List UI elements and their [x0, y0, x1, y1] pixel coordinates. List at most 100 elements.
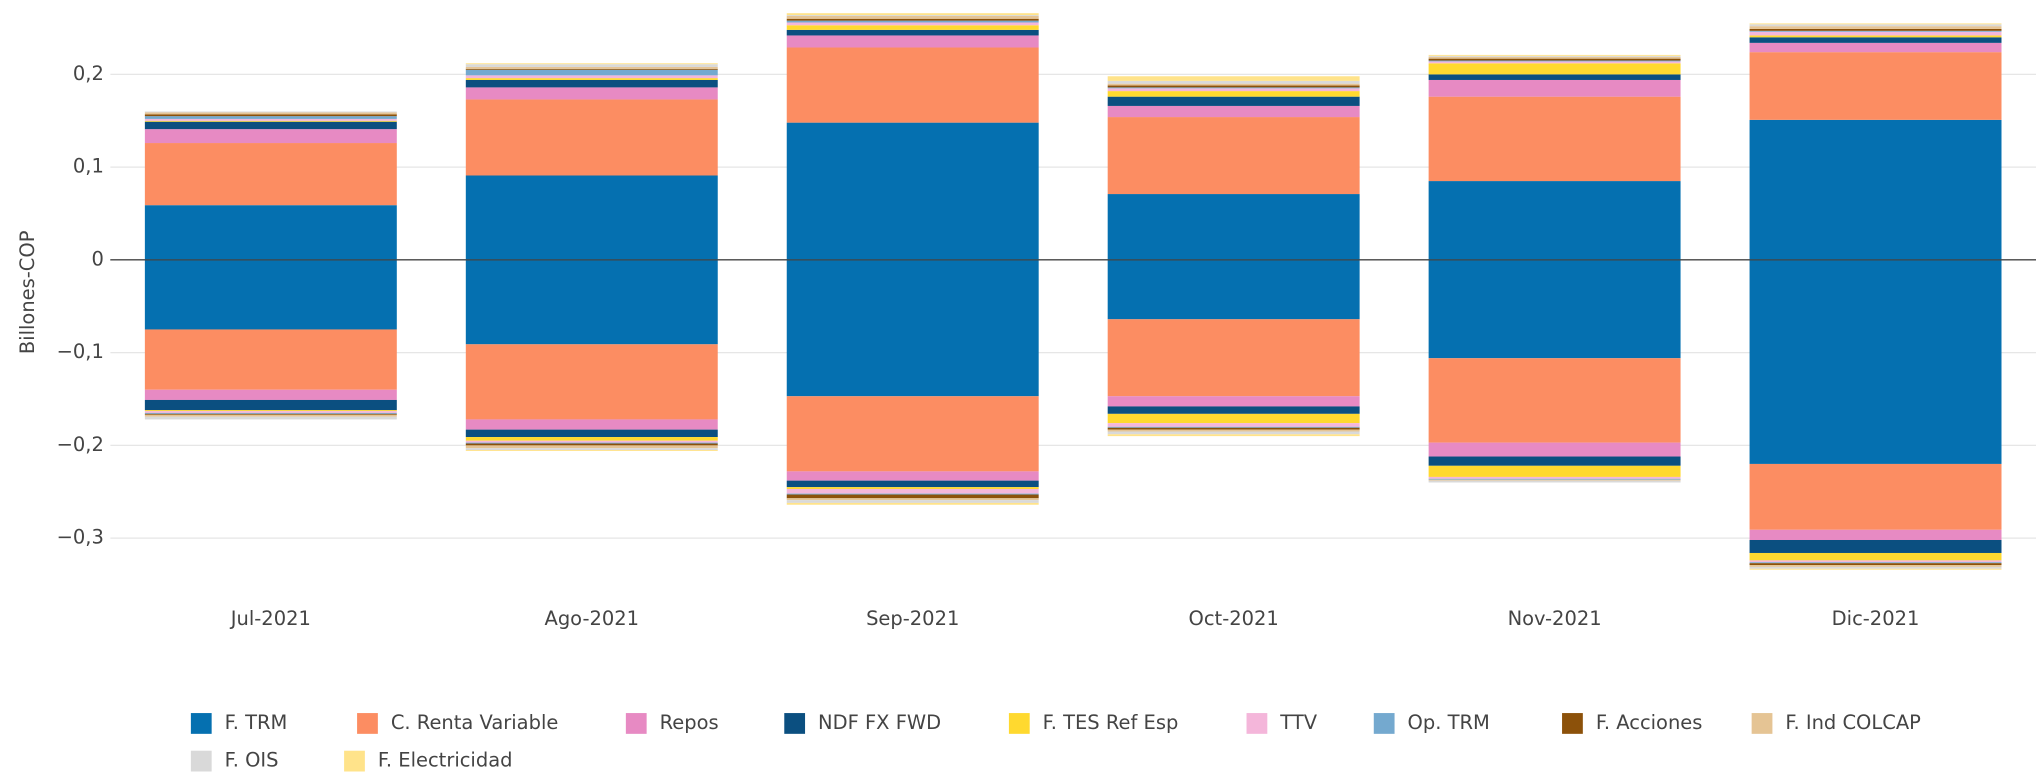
bar-segment: [1107, 83, 1360, 86]
bar-segment: [465, 175, 718, 260]
bar-segment: [1749, 24, 2002, 27]
bar-segment: [144, 112, 397, 115]
bar-segment: [144, 116, 397, 119]
bar-segment: [144, 329, 397, 390]
bar-segment: [1428, 63, 1681, 75]
bar-segment: [144, 205, 397, 260]
bar-segment: [1428, 96, 1681, 182]
bar-segment: [465, 66, 718, 69]
bar-segment: [1749, 560, 2002, 563]
bar-segment: [1107, 259, 1360, 320]
bar-segment: [144, 416, 397, 420]
bar-segment: [465, 448, 718, 451]
bar-segment: [1428, 456, 1681, 466]
bar-segment: [1107, 88, 1360, 92]
bar-segment: [465, 99, 718, 176]
bar-segment: [144, 410, 397, 412]
bar-segment: [465, 64, 718, 67]
bar-segment: [1749, 529, 2002, 540]
bar-segment: [1107, 434, 1360, 437]
bar-segment: [1428, 54, 1681, 56]
bar-segment: [1107, 76, 1360, 81]
bar-segment: [1107, 85, 1360, 88]
legend-label: C. Renta Variable: [391, 711, 559, 734]
bar-segment: [144, 259, 397, 330]
bar-segment: [1428, 442, 1681, 457]
bar-segment: [786, 15, 1039, 16]
bar-segment: [144, 143, 397, 206]
bar-segment: [1749, 42, 2002, 53]
bar-segment: [1107, 423, 1360, 427]
bar-segment: [465, 87, 718, 100]
bar-segment: [1107, 429, 1360, 432]
y-tick-label: −0,2: [57, 433, 104, 456]
bar-segment: [1428, 181, 1681, 260]
bar-segment: [786, 396, 1039, 472]
bar-segment: [786, 35, 1039, 48]
y-axis-title: Billones-COP: [16, 230, 39, 354]
bar-segment: [1107, 91, 1360, 97]
legend-swatch: [1373, 713, 1395, 734]
bar-segment: [1749, 35, 2002, 38]
bar-segment: [465, 259, 718, 345]
bar-segment: [786, 25, 1039, 30]
bar-segment: [1428, 480, 1681, 483]
legend-label: F. Ind COLCAP: [1785, 711, 1921, 734]
bar-segment: [144, 114, 397, 117]
bar-segment: [786, 259, 1039, 397]
bar-segment: [1749, 23, 2002, 25]
bar-segment: [465, 344, 718, 420]
bar-segment: [144, 120, 397, 122]
bar-segment: [1428, 358, 1681, 443]
bar-segment: [1749, 562, 2002, 564]
legend-label: Op. TRM: [1408, 711, 1490, 734]
legend-swatch: [625, 713, 647, 734]
y-tick-label: −0,3: [57, 526, 104, 549]
bar-segment: [1428, 476, 1681, 479]
bar-segment: [144, 389, 397, 400]
bar-segment: [786, 480, 1039, 488]
bar-segment: [1749, 28, 2002, 31]
bar-segment: [1107, 319, 1360, 397]
bar-segment: [1107, 427, 1360, 430]
bar-segment: [465, 429, 718, 438]
bar-segment: [786, 13, 1039, 16]
bar-segment: [465, 69, 718, 76]
bar-segment: [786, 488, 1039, 494]
bar-segment: [786, 20, 1039, 23]
legend-label: F. Electricidad: [378, 749, 513, 772]
bar-segment: [1107, 96, 1360, 106]
bar-segment: [465, 419, 718, 430]
bar-segment: [786, 498, 1039, 501]
bar-segment: [144, 399, 397, 411]
bar-segment: [465, 445, 718, 449]
bar-segment: [144, 411, 397, 413]
bar-segment: [1428, 56, 1681, 59]
bar-segment: [465, 79, 718, 88]
legend-swatch: [1008, 713, 1030, 734]
bar-segment: [1428, 478, 1681, 480]
bar-segment: [1107, 406, 1360, 414]
bar-segment: [1428, 79, 1681, 97]
bar-segment: [1749, 463, 2002, 530]
bar-segment: [786, 494, 1039, 499]
bar-segment: [786, 47, 1039, 123]
bar-segment: [144, 129, 397, 144]
bar-segment: [1749, 563, 2002, 566]
x-tick-label: Sep-2021: [866, 607, 959, 630]
bar-segment: [786, 22, 1039, 26]
legend-label: F. TES Ref Esp: [1043, 711, 1179, 734]
bar-segment: [144, 413, 397, 415]
bar-segment: [1107, 105, 1360, 118]
bar-segment: [1749, 52, 2002, 120]
bar-segment: [465, 440, 718, 443]
x-tick-label: Nov-2021: [1508, 607, 1602, 630]
legend-label: F. Acciones: [1596, 711, 1703, 734]
y-tick-label: 0: [91, 247, 103, 270]
legend-swatch: [1246, 713, 1268, 734]
bar-segment: [1749, 26, 2002, 29]
legend-label: Repos: [660, 711, 719, 734]
bar-segment: [1107, 396, 1360, 407]
bar-segment: [465, 443, 718, 446]
